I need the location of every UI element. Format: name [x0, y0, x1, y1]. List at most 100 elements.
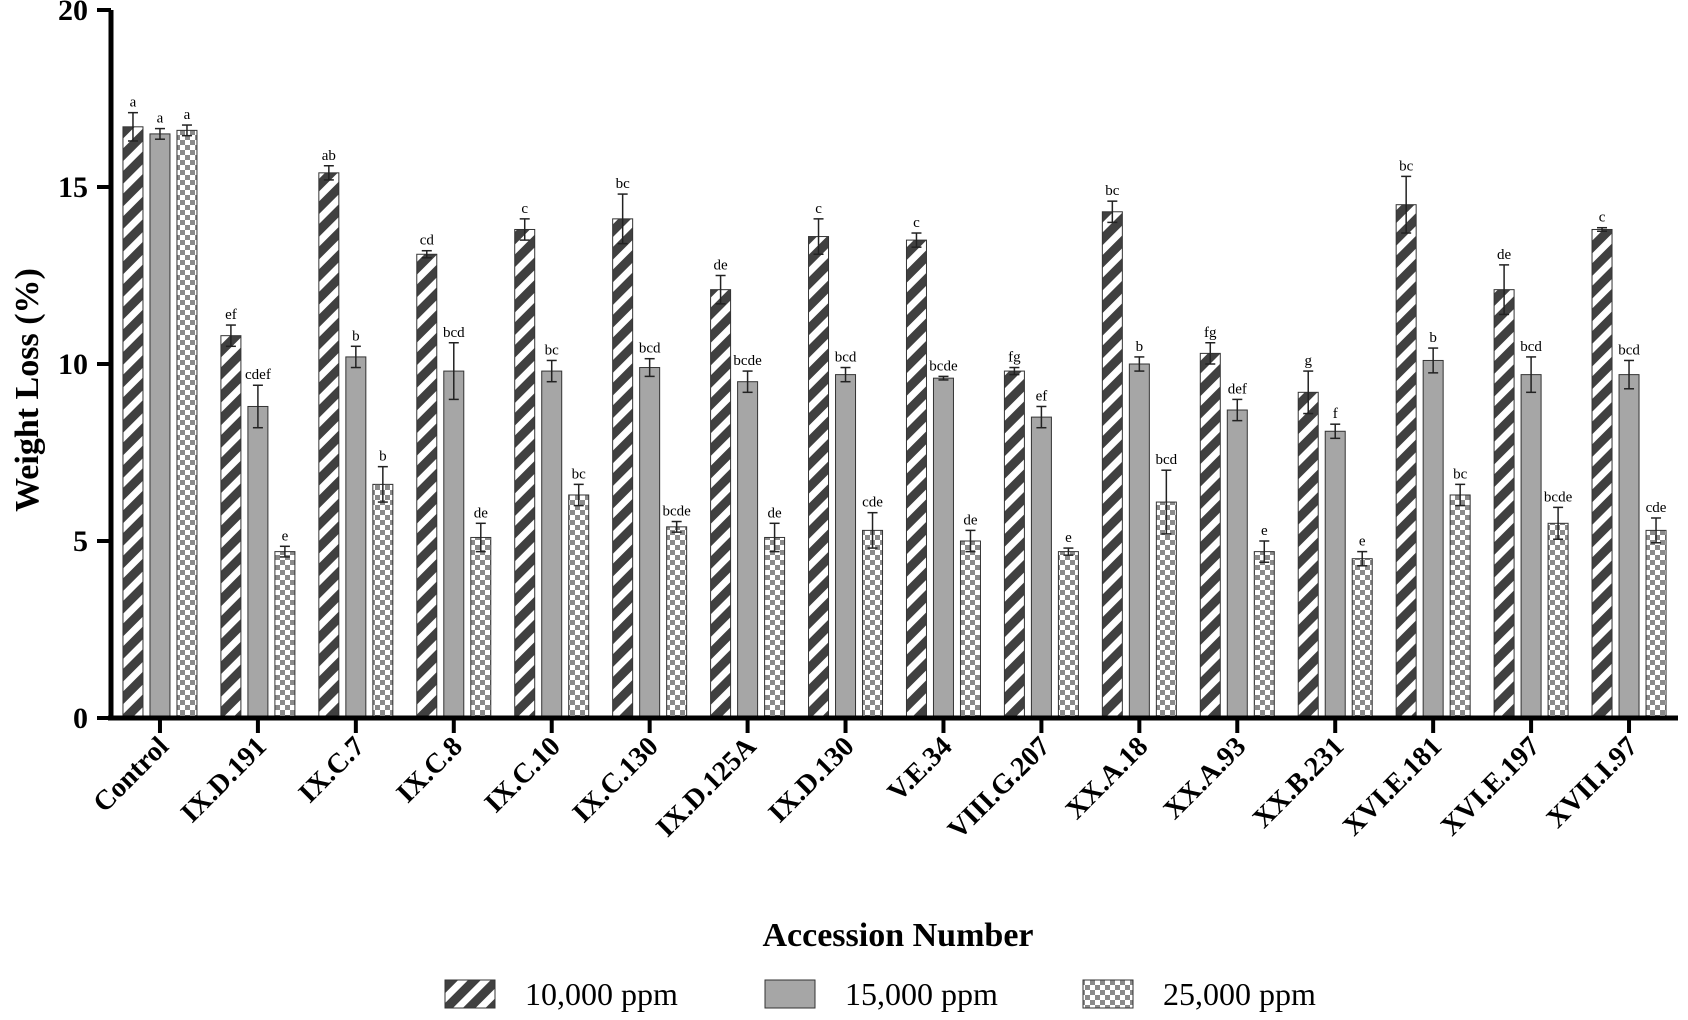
significance-label-1-12: f — [1333, 406, 1338, 422]
bar-2-13 — [1449, 494, 1471, 719]
significance-label-0-1: ef — [225, 307, 237, 323]
bar-1-2 — [345, 356, 367, 719]
y-tick-label: 15 — [58, 171, 88, 204]
significance-label-1-6: bcde — [733, 353, 762, 369]
x-tick-label: IX.C.7 — [293, 731, 371, 809]
bars-layer: aa aefcdefeabbbcdbcddecbcbcbcbcdbcdedebcd… — [122, 95, 1667, 719]
x-tick-label: Control — [87, 731, 175, 819]
bar-0-6 — [710, 289, 732, 719]
significance-label-0-13: bc — [1399, 158, 1414, 174]
significance-label-2-9: e — [1065, 530, 1072, 546]
x-tick-label: XVI.E.181 — [1337, 731, 1448, 842]
significance-label-1-9: ef — [1036, 388, 1048, 404]
y-tick-label: 0 — [73, 702, 88, 735]
y-tick-label: 5 — [73, 525, 88, 558]
bar-2-9 — [1057, 551, 1079, 719]
bar-0-10 — [1101, 211, 1123, 719]
bar-2-3 — [470, 536, 492, 719]
significance-label-2-4: bc — [572, 466, 587, 482]
bar-1-5 — [639, 367, 661, 719]
significance-label-0-2: ab — [322, 148, 336, 164]
bar-1-12 — [1324, 430, 1346, 719]
significance-label-0-10: bc — [1105, 183, 1120, 199]
bar-0-8 — [905, 239, 927, 719]
legend-swatch-0 — [444, 979, 496, 1009]
bar-2-1 — [274, 551, 296, 719]
x-tick-label: IX.D.130 — [763, 731, 861, 829]
significance-label-1-11: def — [1228, 381, 1247, 397]
significance-label-0-4: c — [521, 201, 528, 217]
legend-swatch-2 — [1082, 979, 1134, 1009]
bar-0-9 — [1003, 370, 1025, 719]
x-axis-title: Accession Number — [762, 917, 1033, 954]
bar-1-6 — [737, 381, 759, 719]
y-ticks: 0 5 10 15 20 — [58, 0, 111, 735]
significance-label-1-5: bcd — [639, 341, 661, 357]
significance-label-2-12: e — [1359, 534, 1366, 550]
x-tick-label: XX.A.93 — [1158, 731, 1253, 826]
significance-label-1-7: bcd — [835, 350, 857, 366]
legend-swatch-1 — [764, 979, 816, 1009]
significance-label-1-8: bcde — [929, 358, 958, 374]
bar-1-7 — [835, 374, 857, 719]
bar-2-0 — [176, 129, 198, 719]
x-tick-label: IX.D.191 — [175, 731, 273, 829]
x-tick-label: IX.C.130 — [567, 731, 665, 829]
significance-label-1-1: cdef — [245, 367, 271, 383]
significance-label-2-13: bc — [1453, 466, 1468, 482]
significance-label-0-5: bc — [616, 176, 631, 192]
significance-label-0-11: fg — [1204, 325, 1217, 341]
bar-0-1 — [220, 335, 242, 719]
bar-1-8 — [932, 377, 954, 719]
bar-0-3 — [416, 253, 438, 719]
bar-2-6 — [764, 536, 786, 719]
bar-0-4 — [514, 228, 536, 719]
x-tick-label: IX.C.10 — [479, 731, 567, 819]
significance-label-1-3: bcd — [443, 325, 465, 341]
bar-0-5 — [612, 218, 634, 719]
significance-label-2-0: a — [184, 107, 191, 123]
significance-label-1-15: bcd — [1618, 342, 1640, 358]
y-tick-label: 20 — [58, 0, 88, 27]
bar-1-4 — [541, 370, 563, 719]
significance-label-1-2: b — [352, 328, 360, 344]
significance-label-0-0: a — [130, 95, 137, 111]
significance-label-0-7: c — [815, 201, 822, 217]
significance-label-1-0: a — [157, 111, 164, 127]
x-tick-label: V.E.34 — [882, 731, 959, 808]
significance-label-2-15: cde — [1646, 500, 1667, 516]
significance-label-2-5: bcde — [662, 504, 691, 520]
bar-2-15 — [1645, 529, 1667, 719]
bar-0-7 — [808, 236, 830, 719]
bar-2-12 — [1351, 558, 1373, 719]
bar-2-14 — [1547, 522, 1569, 719]
x-tick-label: IX.D.125A — [650, 730, 763, 843]
significance-label-1-13: b — [1429, 330, 1437, 346]
bar-1-0 — [149, 133, 171, 719]
bar-1-1 — [247, 405, 269, 719]
significance-label-1-4: bc — [545, 342, 560, 358]
bar-1-14 — [1520, 374, 1542, 719]
significance-label-2-10: bcd — [1156, 452, 1178, 468]
bar-0-15 — [1591, 228, 1613, 719]
significance-label-2-3: de — [474, 505, 489, 521]
bar-1-15 — [1618, 374, 1640, 719]
significance-label-0-9: fg — [1008, 350, 1021, 366]
significance-label-2-7: cde — [862, 495, 883, 511]
bar-2-4 — [568, 494, 590, 719]
significance-label-1-10: b — [1136, 339, 1144, 355]
significance-label-2-8: de — [963, 512, 978, 528]
x-tick-label: XX.A.18 — [1060, 731, 1155, 826]
bar-2-7 — [862, 529, 884, 719]
bar-0-12 — [1297, 391, 1319, 719]
bar-0-0 — [122, 126, 144, 719]
significance-label-0-12: g — [1304, 353, 1312, 369]
bar-1-10 — [1128, 363, 1150, 719]
bar-0-13 — [1395, 204, 1417, 719]
bar-1-3 — [443, 370, 465, 719]
legend-label-1: 15,000 ppm — [845, 976, 998, 1012]
bar-2-11 — [1253, 551, 1275, 719]
bar-2-8 — [959, 540, 981, 719]
